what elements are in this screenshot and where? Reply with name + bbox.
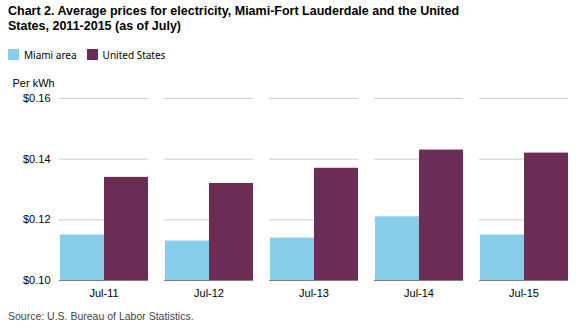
html-text:Source: U.S. Bureau of Labor S: Source: U.S. Bureau of Labor Statistics. xyxy=(8,310,194,322)
svg-text:Jul-14: Jul-14 xyxy=(404,287,434,299)
svg-text:$0.10: $0.10 xyxy=(23,274,51,286)
svg-text:Per kWh: Per kWh xyxy=(13,77,55,89)
svg-text:Jul-15: Jul-15 xyxy=(509,287,539,299)
svg-text:Jul-13: Jul-13 xyxy=(299,287,329,299)
svg-text:$0.14: $0.14 xyxy=(23,153,51,165)
svg-text:Jul-11: Jul-11 xyxy=(89,287,118,299)
svg-text:$0.12: $0.12 xyxy=(23,213,51,225)
html-text:Miami area: Miami area xyxy=(24,47,77,62)
html-text:United States: United States xyxy=(102,47,166,62)
svg-text:Jul-12: Jul-12 xyxy=(194,287,224,299)
html-text:Chart 2. Average prices for el: Chart 2. Average prices for electricity,… xyxy=(8,4,459,33)
svg-text:$0.16: $0.16 xyxy=(23,92,51,104)
